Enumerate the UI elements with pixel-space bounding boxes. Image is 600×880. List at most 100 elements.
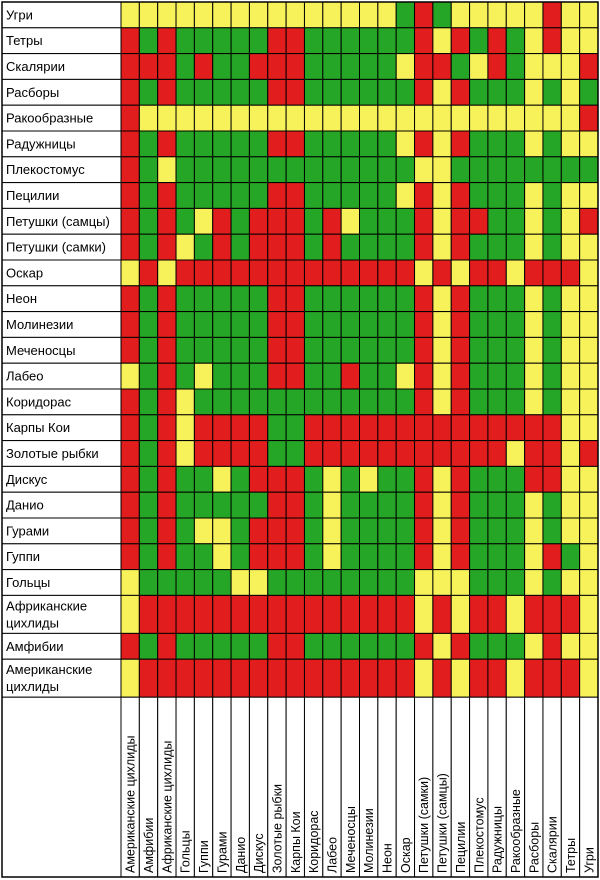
- heatmap-cell: [322, 27, 342, 55]
- heatmap-cell: [377, 336, 397, 364]
- heatmap-cell: [505, 517, 526, 545]
- heatmap-cell: [322, 78, 342, 106]
- heatmap-cell: [230, 311, 250, 338]
- heatmap-cell: [230, 285, 250, 313]
- heatmap-cell: [542, 440, 562, 467]
- heatmap-cell: [303, 311, 324, 338]
- heatmap-cell: [138, 543, 159, 571]
- heatmap-cell: [377, 130, 397, 158]
- heatmap-cell: [505, 388, 526, 416]
- heatmap-cell: [285, 362, 305, 390]
- heatmap-cell: [193, 182, 214, 209]
- heatmap-cell: [138, 233, 159, 261]
- heatmap-cell: [524, 543, 544, 571]
- heatmap-cell: [322, 1, 342, 29]
- heatmap-cell: [579, 543, 599, 571]
- heatmap-cell: [322, 130, 342, 158]
- heatmap-cell: [377, 285, 397, 313]
- heatmap-cell: [322, 336, 342, 364]
- heatmap-cell: [157, 27, 177, 55]
- heatmap-cell: [395, 130, 416, 158]
- heatmap-cell: [469, 78, 489, 106]
- heatmap-cell: [230, 465, 250, 493]
- heatmap-cell: [432, 1, 452, 29]
- heatmap-cell: [487, 285, 507, 313]
- heatmap-cell: [303, 78, 324, 106]
- heatmap-cell: [377, 78, 397, 106]
- heatmap-cell: [377, 311, 397, 338]
- row-label: Гольцы: [6, 575, 50, 590]
- heatmap-cell: [505, 285, 526, 313]
- heatmap-cell: [303, 414, 324, 442]
- heatmap-cell: [120, 414, 140, 442]
- heatmap-cell: [322, 207, 342, 235]
- heatmap-cell: [377, 233, 397, 261]
- heatmap-cell: [120, 285, 140, 313]
- heatmap-cell: [157, 658, 177, 698]
- heatmap-cell: [432, 543, 452, 571]
- heatmap-cell: [359, 182, 379, 209]
- heatmap-cell: [450, 207, 471, 235]
- row-label: Пецилии: [6, 188, 59, 203]
- heatmap-cell: [193, 233, 214, 261]
- heatmap-cell: [248, 311, 269, 338]
- heatmap-cell: [120, 594, 140, 634]
- row-label: Плекостомус: [6, 162, 85, 177]
- heatmap-cell: [469, 465, 489, 493]
- heatmap-cell: [450, 465, 471, 493]
- heatmap-cell: [267, 388, 287, 416]
- heatmap-cell: [322, 285, 342, 313]
- heatmap-cell: [432, 491, 452, 519]
- heatmap-cell: [414, 78, 434, 106]
- heatmap-cell: [157, 130, 177, 158]
- heatmap-cell: [303, 130, 324, 158]
- heatmap-cell: [377, 207, 397, 235]
- heatmap-cell: [138, 414, 159, 442]
- heatmap-cell: [469, 414, 489, 442]
- heatmap-cell: [212, 130, 232, 158]
- heatmap-cell: [285, 658, 305, 698]
- heatmap-cell: [230, 130, 250, 158]
- heatmap-cell: [395, 658, 416, 698]
- heatmap-cell: [303, 517, 324, 545]
- heatmap-cell: [193, 27, 214, 55]
- heatmap-cell: [450, 362, 471, 390]
- heatmap-cell: [505, 594, 526, 634]
- heatmap-cell: [322, 53, 342, 80]
- heatmap-cell: [542, 130, 562, 158]
- heatmap-cell: [487, 362, 507, 390]
- heatmap-cell: [377, 465, 397, 493]
- heatmap-cell: [193, 543, 214, 571]
- row-label-box: [1, 27, 122, 55]
- heatmap-cell: [505, 491, 526, 519]
- heatmap-cell: [450, 543, 471, 571]
- heatmap-cell: [193, 465, 214, 493]
- row-label: Коридорас: [6, 394, 72, 409]
- heatmap-cell: [395, 336, 416, 364]
- heatmap-cell: [212, 632, 232, 660]
- heatmap-cell: [340, 27, 360, 55]
- heatmap-cell: [120, 27, 140, 55]
- heatmap-cell: [120, 130, 140, 158]
- heatmap-cell: [524, 53, 544, 80]
- heatmap-cell: [487, 658, 507, 698]
- column-label: Данио: [234, 837, 248, 873]
- heatmap-cell: [230, 27, 250, 55]
- heatmap-cell: [157, 336, 177, 364]
- heatmap-cell: [285, 311, 305, 338]
- heatmap-cell: [248, 104, 269, 132]
- heatmap-cell: [230, 440, 250, 467]
- heatmap-cell: [487, 517, 507, 545]
- row-label: Карпы Кои: [6, 420, 70, 435]
- heatmap-cell: [560, 78, 581, 106]
- heatmap-cell: [560, 388, 581, 416]
- heatmap-cell: [212, 182, 232, 209]
- heatmap-cell: [450, 1, 471, 29]
- heatmap-cell: [193, 414, 214, 442]
- heatmap-cell: [542, 491, 562, 519]
- heatmap-cell: [560, 569, 581, 596]
- heatmap-cell: [359, 517, 379, 545]
- heatmap-cell: [414, 388, 434, 416]
- heatmap-cell: [138, 182, 159, 209]
